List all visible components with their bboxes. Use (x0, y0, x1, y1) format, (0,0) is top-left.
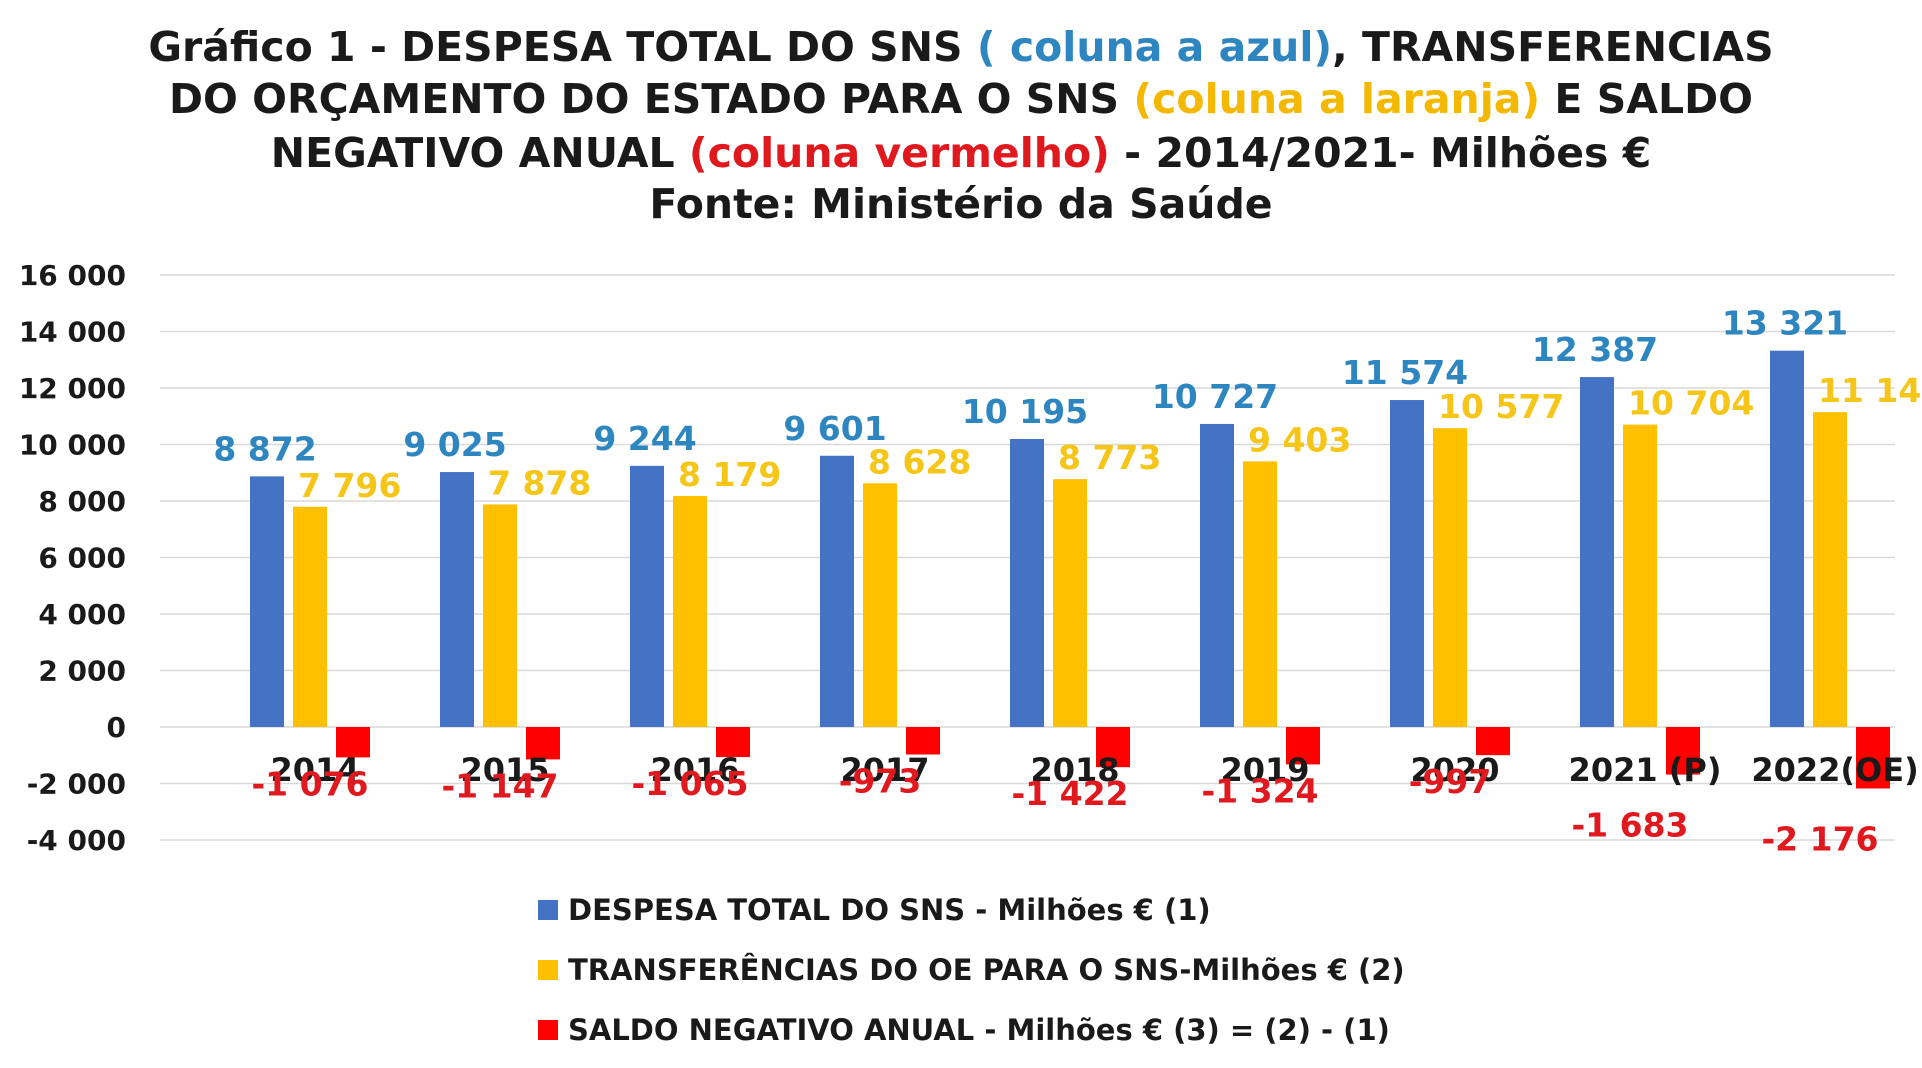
y-tick-label: 0 (107, 711, 126, 744)
data-label-despesa: 9 025 (403, 425, 506, 464)
y-tick-label: 4 000 (38, 598, 126, 631)
legend-swatch-blue (538, 900, 558, 920)
data-label-transferencias: 7 878 (488, 463, 591, 502)
bar-despesa (440, 472, 474, 727)
legend-item-saldo: SALDO NEGATIVO ANUAL - Milhões € (3) = (… (538, 1013, 1390, 1047)
legend-label: DESPESA TOTAL DO SNS - Milhões € (1) (568, 893, 1211, 927)
data-label-saldo: -997 (1409, 762, 1492, 801)
y-tick-label: 14 000 (19, 316, 126, 349)
title-text: - 2014/2021- Milhões € (1109, 129, 1652, 177)
legend-swatch-orange (538, 960, 558, 980)
y-tick-label: -2 000 (27, 768, 126, 801)
title-orange-note: (coluna a laranja) (1133, 75, 1541, 123)
data-label-despesa: 10 727 (1152, 377, 1278, 416)
bar-despesa (1010, 438, 1044, 727)
bar-despesa (1390, 400, 1424, 727)
title-text: NEGATIVO ANUAL (270, 129, 689, 177)
x-category-label: 2018 (1030, 751, 1119, 789)
data-label-transferencias: 8 179 (678, 455, 781, 494)
data-label-saldo: -1 065 (631, 764, 748, 803)
data-label-transferencias: 11 145 (1818, 371, 1922, 410)
x-category-label: 2017 (840, 751, 929, 789)
data-label-transferencias: 8 773 (1058, 438, 1161, 477)
data-label-saldo: -1 147 (441, 766, 558, 805)
bar-transferencias (483, 504, 517, 727)
data-label-despesa: 12 387 (1532, 330, 1658, 369)
bar-despesa (1580, 377, 1614, 727)
bar-saldo (526, 727, 560, 760)
data-label-transferencias: 8 628 (868, 442, 971, 481)
bar-transferencias (863, 483, 897, 727)
legend-swatch-red (538, 1020, 558, 1040)
title-text: E SALDO (1540, 75, 1753, 123)
data-label-transferencias: 10 577 (1438, 387, 1564, 426)
bar-transferencias (1053, 479, 1087, 727)
title-text: DO ORÇAMENTO DO ESTADO PARA O SNS (169, 75, 1134, 123)
bar-despesa (820, 455, 854, 727)
bar-despesa (630, 465, 664, 727)
bar-transferencias (1243, 461, 1277, 727)
bar-transferencias (293, 506, 327, 727)
x-category-label: 2021 (P) (1569, 751, 1722, 789)
y-tick-label: 2 000 (38, 655, 126, 688)
data-label-transferencias: 9 403 (1248, 420, 1351, 459)
title-text: , TRANSFERENCIAS (1332, 23, 1774, 71)
bar-transferencias (673, 495, 707, 727)
legend-item-transferencias: TRANSFERÊNCIAS DO OE PARA O SNS-Milhões … (538, 953, 1405, 987)
legend-label: TRANSFERÊNCIAS DO OE PARA O SNS-Milhões … (568, 953, 1405, 987)
bar-saldo (336, 727, 370, 758)
bar-transferencias (1813, 412, 1847, 727)
x-category-label: 2014 (270, 751, 359, 789)
title-text: Gráfico 1 - DESPESA TOTAL DO SNS (148, 23, 977, 71)
data-label-saldo: -1 324 (1201, 771, 1318, 810)
data-label-transferencias: 10 704 (1628, 384, 1754, 423)
bar-saldo (1096, 727, 1130, 768)
y-tick-label: -4 000 (27, 824, 126, 857)
bar-despesa (1200, 423, 1234, 727)
x-category-label: 2016 (650, 751, 739, 789)
bar-despesa (250, 476, 284, 727)
x-category-label: 2020 (1410, 751, 1499, 789)
x-category-label: 2015 (460, 751, 549, 789)
y-tick-label: 8 000 (38, 485, 126, 518)
bar-saldo (1856, 727, 1890, 789)
legend-item-despesa: DESPESA TOTAL DO SNS - Milhões € (1) (538, 893, 1211, 927)
bar-saldo (906, 727, 940, 755)
chart-title-line-3: NEGATIVO ANUAL (coluna vermelho) - 2014/… (0, 133, 1922, 174)
x-category-label: 2022(OE) (1751, 751, 1918, 789)
data-label-transferencias: 7 796 (298, 466, 401, 505)
data-label-despesa: 9 244 (593, 419, 696, 458)
data-label-despesa: 13 321 (1722, 304, 1848, 343)
bar-saldo (1666, 727, 1700, 775)
bar-transferencias (1433, 428, 1467, 727)
y-tick-label: 16 000 (19, 259, 126, 292)
chart-title-line-2: DO ORÇAMENTO DO ESTADO PARA O SNS (colun… (0, 79, 1922, 120)
data-label-saldo: -973 (839, 761, 922, 800)
y-tick-label: 6 000 (38, 542, 126, 575)
data-label-despesa: 8 872 (213, 429, 316, 468)
title-blue-note: ( coluna a azul) (976, 23, 1333, 71)
bar-despesa (1770, 350, 1804, 727)
data-label-despesa: 9 601 (783, 409, 886, 448)
y-tick-label: 10 000 (19, 429, 126, 462)
bar-saldo (716, 727, 750, 758)
chart-source: Fonte: Ministério da Saúde (649, 180, 1273, 228)
data-label-despesa: 10 195 (962, 392, 1088, 431)
data-label-despesa: 11 574 (1342, 353, 1468, 392)
bar-saldo (1476, 727, 1510, 756)
title-red-note: (coluna vermelho) (688, 129, 1110, 177)
x-category-label: 2019 (1220, 751, 1309, 789)
data-label-saldo: -2 176 (1761, 819, 1878, 858)
legend-label: SALDO NEGATIVO ANUAL - Milhões € (3) = (… (568, 1013, 1390, 1047)
chart-title-line-1: Gráfico 1 - DESPESA TOTAL DO SNS ( colun… (0, 27, 1922, 68)
bar-saldo (1286, 727, 1320, 765)
data-label-saldo: -1 076 (251, 764, 368, 803)
y-tick-label: 12 000 (19, 372, 126, 405)
data-label-saldo: -1 683 (1571, 806, 1688, 845)
data-label-saldo: -1 422 (1011, 774, 1128, 813)
bar-transferencias (1623, 424, 1657, 727)
